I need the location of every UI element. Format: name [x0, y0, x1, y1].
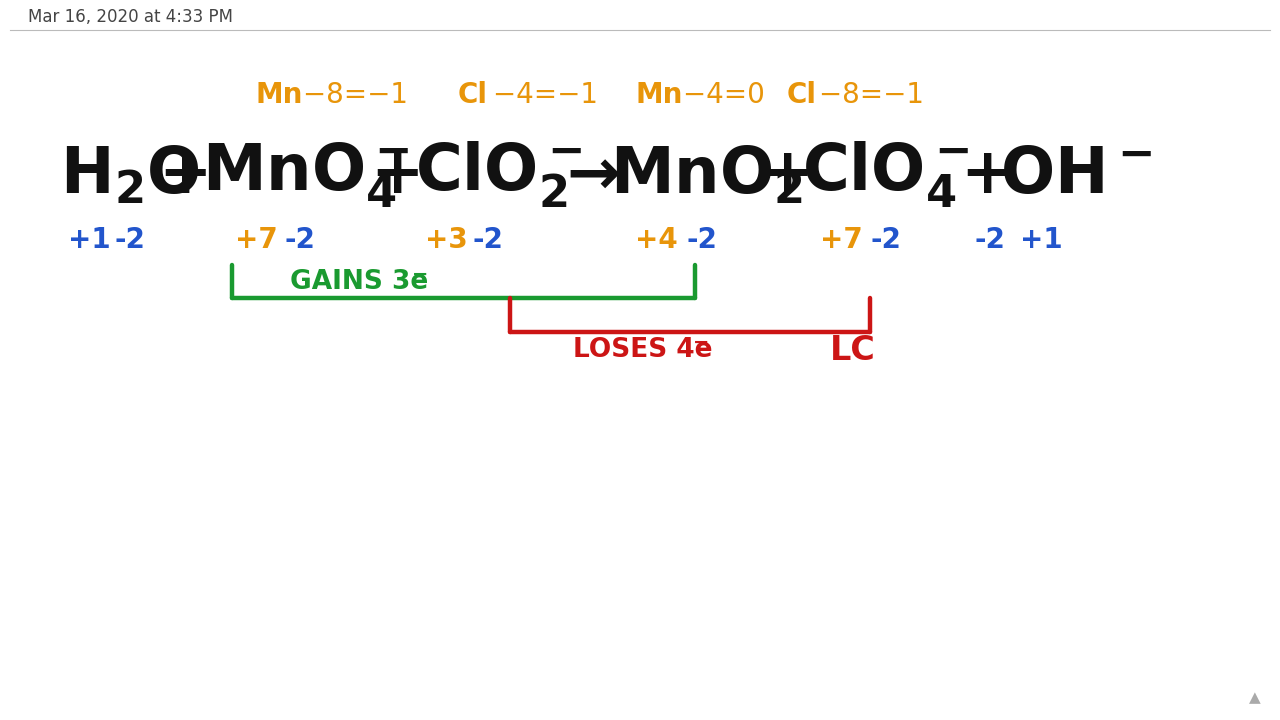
Text: LOSES 4e: LOSES 4e [573, 337, 713, 363]
Text: $\mathbf{H_2O}$: $\mathbf{H_2O}$ [60, 144, 200, 206]
Text: ▲: ▲ [1249, 690, 1261, 706]
Text: Cl: Cl [787, 81, 817, 109]
Text: $\mathbf{ClO_4^-}$: $\mathbf{ClO_4^-}$ [803, 140, 969, 210]
Text: −: − [412, 264, 429, 284]
Text: Cl: Cl [458, 81, 488, 109]
Text: +4: +4 [635, 226, 677, 254]
Text: -2: -2 [115, 226, 146, 254]
Text: GAINS 3e: GAINS 3e [291, 269, 429, 295]
Text: $\mathbf{ClO_2^-}$: $\mathbf{ClO_2^-}$ [415, 140, 582, 210]
Text: +1: +1 [68, 226, 110, 254]
Text: +1: +1 [1020, 226, 1062, 254]
Text: -2: -2 [870, 226, 901, 254]
Text: Mar 16, 2020 at 4:33 PM: Mar 16, 2020 at 4:33 PM [28, 8, 233, 26]
Text: −: − [692, 333, 709, 351]
Text: −8=−1: −8=−1 [810, 81, 924, 109]
Text: -2: -2 [474, 226, 504, 254]
Text: $\mathbf{+}$: $\mathbf{+}$ [960, 144, 1009, 206]
Text: $\mathbf{OH^-}$: $\mathbf{OH^-}$ [1000, 144, 1152, 206]
Text: −4=0: −4=0 [675, 81, 765, 109]
Text: -2: -2 [975, 226, 1006, 254]
Text: LC: LC [829, 333, 876, 366]
Text: -2: -2 [686, 226, 717, 254]
Text: Mn: Mn [635, 81, 682, 109]
Text: +7: +7 [236, 226, 278, 254]
Text: Mn: Mn [255, 81, 302, 109]
Text: $\mathbf{+}$: $\mathbf{+}$ [760, 144, 809, 206]
Text: −8=−1: −8=−1 [294, 81, 408, 109]
Text: $\mathbf{+}$: $\mathbf{+}$ [370, 144, 419, 206]
Text: $\mathbf{MnO_2}$: $\mathbf{MnO_2}$ [611, 144, 803, 206]
Text: +7: +7 [820, 226, 863, 254]
Text: $\mathbf{\rightarrow}$: $\mathbf{\rightarrow}$ [554, 144, 618, 206]
Text: $\mathbf{+}$: $\mathbf{+}$ [157, 144, 207, 206]
Text: −4=−1: −4=−1 [484, 81, 598, 109]
Text: -2: -2 [285, 226, 316, 254]
Text: $\mathbf{MnO_4^-}$: $\mathbf{MnO_4^-}$ [202, 140, 410, 210]
Text: +3: +3 [425, 226, 467, 254]
